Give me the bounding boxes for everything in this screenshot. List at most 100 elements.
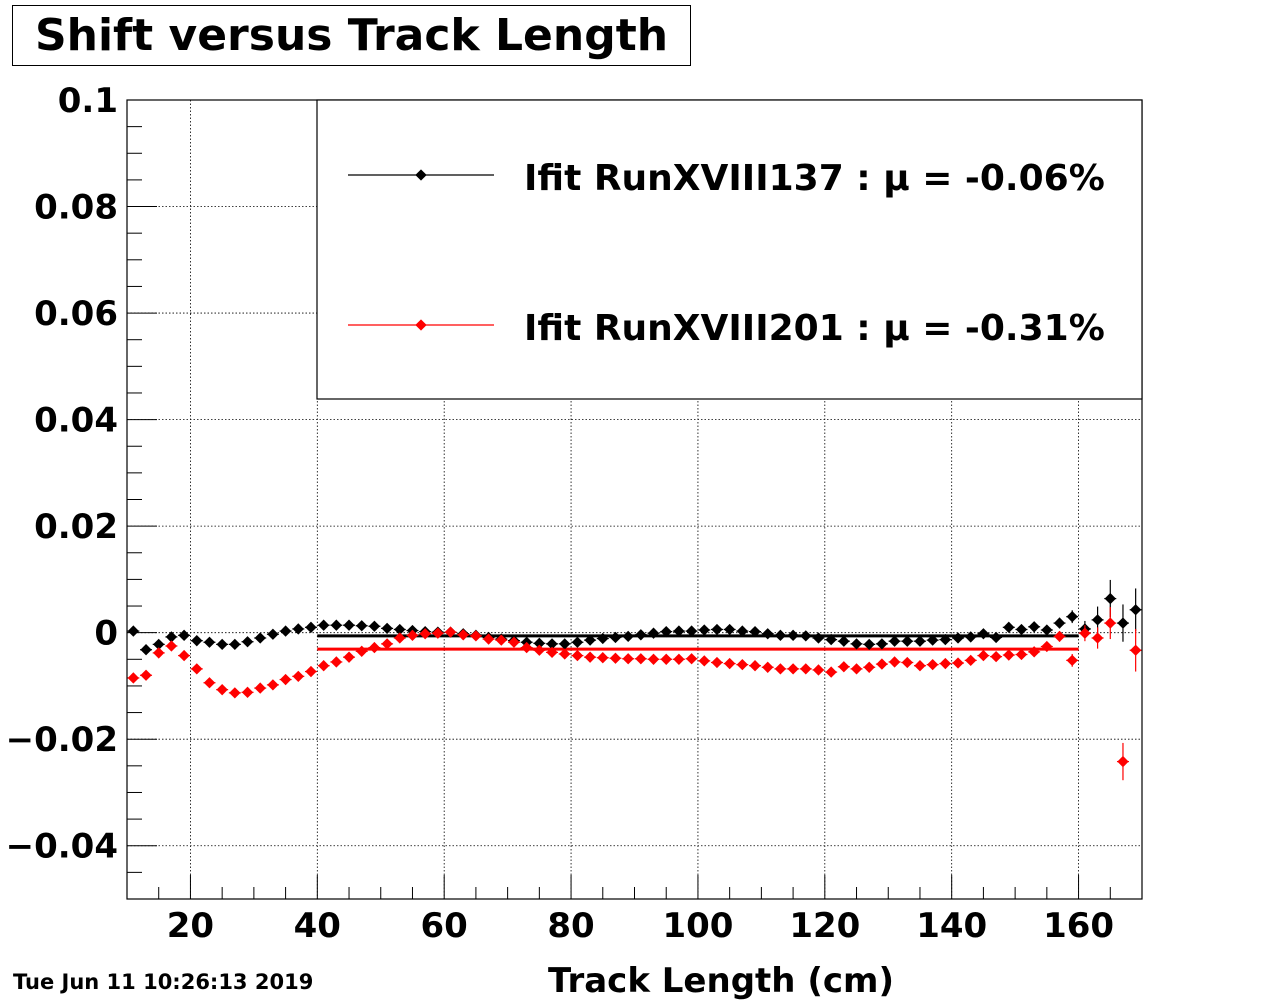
- data-point: [800, 663, 812, 675]
- x-axis-title: Track Length (cm): [548, 961, 894, 1001]
- data-point: [482, 633, 495, 645]
- data-point: [660, 625, 672, 638]
- data-point: [127, 625, 140, 637]
- data-point: [546, 646, 558, 659]
- data-point: [457, 629, 469, 641]
- data-point: [1091, 632, 1104, 644]
- data-point: [926, 634, 939, 646]
- data-point: [1028, 646, 1040, 658]
- data-point: [1066, 611, 1078, 623]
- data-point: [1129, 604, 1142, 616]
- data-point: [876, 658, 888, 670]
- x-tick-label: 120: [789, 906, 860, 946]
- x-tick-label: 60: [421, 906, 468, 946]
- data-point: [723, 657, 736, 670]
- data-point: [787, 629, 799, 641]
- data-point: [825, 633, 837, 646]
- data-point: [685, 625, 698, 637]
- data-point: [229, 638, 241, 651]
- data-point: [127, 672, 140, 684]
- data-point: [926, 658, 939, 671]
- data-point: [736, 658, 749, 671]
- data-point: [660, 653, 672, 665]
- data-point: [533, 637, 546, 649]
- y-tick-labels: −0.04 −0.02 0 0.02 0.04 0.06 0.08 0.1: [6, 81, 118, 867]
- data-point: [1104, 617, 1116, 629]
- data-point: [330, 656, 343, 668]
- data-point: [1117, 617, 1129, 629]
- axis-ticks: [126, 99, 1143, 900]
- legend-marker-series-a: [415, 169, 427, 181]
- data-point: [635, 653, 647, 665]
- data-point: [203, 677, 216, 689]
- data-point: [939, 633, 952, 646]
- data-point: [990, 631, 1002, 644]
- data-point: [723, 623, 736, 636]
- data-point: [698, 655, 710, 667]
- y-tick-label: 0.02: [34, 507, 118, 547]
- data-point: [165, 631, 178, 643]
- data-point: [749, 660, 761, 672]
- data-point: [203, 636, 216, 648]
- data-point: [216, 684, 228, 696]
- data-point: [571, 649, 584, 662]
- data-point: [140, 644, 152, 656]
- x-tick-label: 20: [167, 906, 214, 946]
- y-tick-label: 0.08: [34, 188, 118, 228]
- y-tick-label: −0.04: [6, 827, 118, 867]
- legend-entry-series-a: Ifit RunXVIII137 : μ = -0.06%: [348, 158, 1105, 199]
- data-point: [153, 647, 165, 659]
- data-point: [901, 656, 913, 669]
- data-point: [863, 661, 875, 673]
- data-point: [876, 638, 888, 650]
- data-point: [241, 686, 254, 698]
- data-point: [406, 629, 419, 641]
- data-point: [153, 638, 165, 651]
- data-point: [1053, 630, 1066, 643]
- data-point: [597, 652, 609, 664]
- data-point: [368, 620, 381, 632]
- data-point: [952, 657, 964, 669]
- data-point: [267, 628, 279, 640]
- data-point: [229, 687, 241, 699]
- x-tick-label: 140: [916, 906, 987, 946]
- data-point: [1117, 755, 1129, 768]
- data-point: [838, 661, 850, 673]
- data-point: [597, 632, 609, 645]
- data-point: [800, 630, 812, 642]
- data-point: [165, 640, 178, 652]
- data-point: [965, 631, 977, 643]
- x-tick-labels: 20 40 60 80 100 120 140 160: [167, 906, 1114, 946]
- data-point: [762, 628, 774, 640]
- data-point: [191, 663, 203, 675]
- data-point: [343, 651, 355, 663]
- data-point: [673, 625, 685, 637]
- data-point: [812, 664, 825, 676]
- data-point: [850, 663, 863, 675]
- data-point: [254, 682, 266, 694]
- legend-marker-series-b: [415, 319, 427, 331]
- data-point: [178, 629, 190, 641]
- data-point: [584, 634, 596, 646]
- data-point: [343, 619, 355, 631]
- data-point: [622, 630, 634, 643]
- data-point: [711, 623, 723, 636]
- data-point: [888, 635, 901, 647]
- data-point: [292, 670, 304, 683]
- legend: Ifit RunXVIII137 : μ = -0.06% Ifit RunXV…: [316, 99, 1143, 400]
- data-point: [952, 632, 964, 644]
- data-point: [685, 653, 698, 665]
- data-point: [1041, 640, 1053, 653]
- data-point: [559, 638, 571, 650]
- data-point: [1015, 648, 1028, 661]
- data-point: [901, 635, 913, 647]
- legend-label-series-b: Ifit RunXVIII201 : μ = -0.31%: [524, 308, 1105, 349]
- data-point: [1028, 621, 1040, 633]
- data-point: [977, 649, 990, 662]
- data-point: [965, 654, 977, 667]
- data-point: [254, 632, 266, 644]
- data-point: [432, 627, 444, 639]
- data-point: [863, 638, 875, 651]
- x-tick-label: 40: [294, 906, 341, 946]
